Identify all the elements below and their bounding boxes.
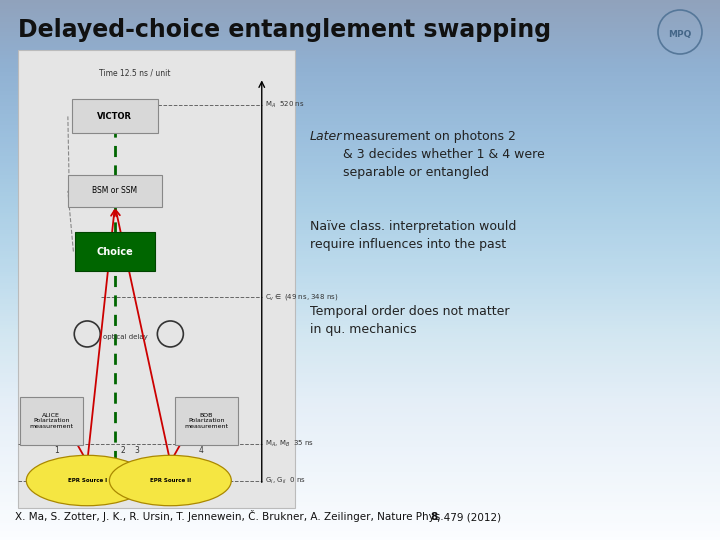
Text: BOB
Polarization
measurement: BOB Polarization measurement — [184, 413, 228, 429]
Text: X. Ma, S. Zotter, J. K., R. Ursin, T. Jennewein, Č. Brukner, A. Zeilinger, Natur: X. Ma, S. Zotter, J. K., R. Ursin, T. Je… — [15, 510, 447, 522]
FancyBboxPatch shape — [75, 232, 155, 271]
FancyBboxPatch shape — [175, 397, 238, 445]
Text: , 479 (2012): , 479 (2012) — [437, 512, 501, 522]
FancyBboxPatch shape — [19, 397, 83, 445]
Text: 4: 4 — [199, 447, 203, 455]
Text: BSM or SSM: BSM or SSM — [92, 186, 138, 195]
Text: EPR Source I: EPR Source I — [68, 478, 107, 483]
Text: 1: 1 — [55, 447, 59, 455]
Text: optical delay: optical delay — [103, 334, 148, 340]
Text: 3: 3 — [135, 447, 140, 455]
Text: G$_i$, G$_{ii}$  0 ns: G$_i$, G$_{ii}$ 0 ns — [265, 475, 305, 485]
Text: EPR Source II: EPR Source II — [150, 478, 191, 483]
FancyBboxPatch shape — [68, 175, 162, 207]
Bar — [18, 50, 295, 508]
Text: VICTOR: VICTOR — [97, 112, 132, 121]
Ellipse shape — [27, 455, 148, 505]
Text: Later: Later — [310, 130, 343, 143]
Text: measurement on photons 2
& 3 decides whether 1 & 4 were
separable or entangled: measurement on photons 2 & 3 decides whe… — [343, 130, 545, 179]
Text: ALICE
Polarization
measurement: ALICE Polarization measurement — [30, 413, 73, 429]
Text: 2: 2 — [121, 447, 125, 455]
Text: M$_A$, M$_B$  35 ns: M$_A$, M$_B$ 35 ns — [265, 439, 314, 449]
Text: MPQ: MPQ — [668, 30, 692, 38]
Text: Temporal order does not matter
in qu. mechanics: Temporal order does not matter in qu. me… — [310, 305, 510, 336]
Text: Naïve class. interpretation would
require influences into the past: Naïve class. interpretation would requir… — [310, 220, 516, 251]
Text: Time 12.5 ns / unit: Time 12.5 ns / unit — [99, 69, 170, 77]
Text: Delayed-choice entanglement swapping: Delayed-choice entanglement swapping — [18, 18, 551, 42]
Text: Choice: Choice — [96, 247, 133, 256]
Ellipse shape — [109, 455, 231, 505]
Text: 8: 8 — [430, 512, 437, 522]
FancyBboxPatch shape — [73, 99, 158, 133]
Text: M$_A$  520 ns: M$_A$ 520 ns — [265, 100, 304, 110]
Text: C$_v$$\in$ (49 ns, 348 ns): C$_v$$\in$ (49 ns, 348 ns) — [265, 292, 338, 302]
